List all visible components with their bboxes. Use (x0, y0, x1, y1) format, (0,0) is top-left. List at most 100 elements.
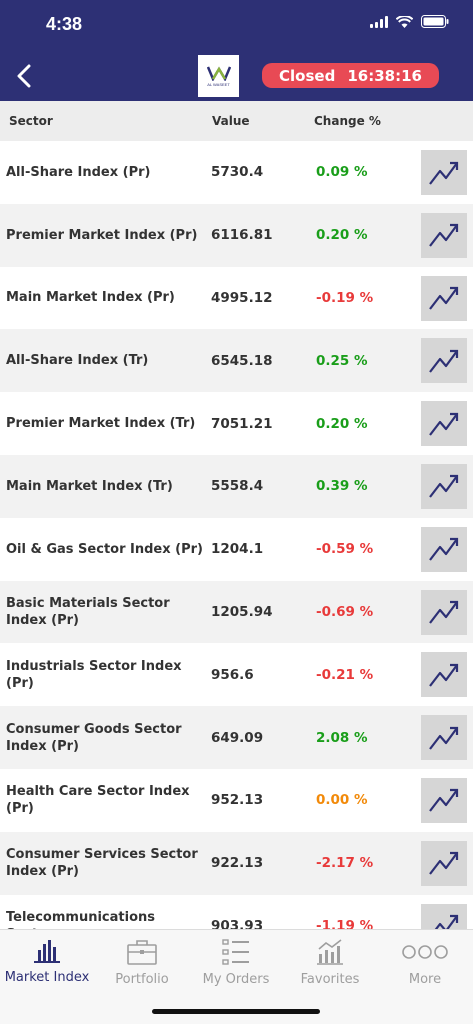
chart-favorites-icon (317, 939, 343, 965)
signal-icon (370, 15, 388, 28)
sector-name: Telecommunications Sector (6, 909, 155, 929)
sector-name: Oil & Gas Sector Index (Pr) (6, 541, 203, 557)
index-value: 5730.4 (211, 164, 264, 181)
sector-name: All-Share Index (Tr) (6, 353, 149, 369)
table-row[interactable]: Consumer Services Sector Index (Pr) 922.1… (0, 831, 473, 895)
change-percent: 0.20 % (316, 227, 368, 244)
app-logo: AL WASEET (198, 55, 239, 97)
index-value: 903.93 (211, 917, 264, 929)
table-row[interactable]: Main Market Index (Tr) 5558.4 0.39 % (0, 454, 473, 518)
index-value: 6545.18 (211, 352, 273, 369)
bar-chart-icon (34, 940, 60, 963)
more-dots-icon (402, 945, 448, 959)
tab-my-orders[interactable]: My Orders (189, 938, 283, 987)
index-value: 956.6 (211, 666, 254, 683)
market-status-badge: Closed 16:38:16 (262, 63, 439, 88)
column-header-sector: Sector (9, 114, 53, 128)
index-value: 1205.94 (211, 603, 273, 620)
index-list[interactable]: All-Share Index (Pr) 5730.4 0.09 % Premier … (0, 141, 473, 929)
sector-name: Premier Market Index (Pr) (6, 227, 198, 243)
sector-name: Industrials Sector Index (Pr) (6, 658, 182, 691)
back-button[interactable] (10, 60, 38, 92)
chart-button[interactable] (421, 903, 467, 929)
tab-label: More (408, 972, 442, 987)
change-percent: 0.25 % (316, 352, 368, 369)
status-bar-icons (370, 15, 449, 28)
chart-button[interactable] (421, 338, 467, 384)
sector-name: Consumer Services Sector Index (Pr) (6, 847, 198, 880)
chart-button[interactable] (421, 401, 467, 447)
battery-icon (421, 15, 449, 28)
change-percent: -0.69 % (316, 603, 374, 620)
table-row[interactable]: Consumer Goods Sector Index (Pr) 649.09 2.… (0, 706, 473, 769)
table-row[interactable]: Premier Market Index (Tr) 7051.21 0.20 % (0, 392, 473, 455)
table-row[interactable]: Telecommunications Sector 903.93 -1.19 % (0, 894, 473, 929)
trend-up-icon (429, 663, 459, 687)
change-percent: -0.59 % (316, 541, 374, 558)
index-value: 7051.21 (211, 415, 273, 432)
column-header-value: Value (212, 114, 250, 128)
tab-label: My Orders (202, 972, 270, 987)
trend-up-icon (429, 412, 459, 436)
change-percent: -1.19 % (316, 917, 374, 929)
chart-button[interactable] (421, 150, 467, 195)
change-percent: 0.20 % (316, 415, 368, 432)
chart-button[interactable] (421, 275, 467, 321)
change-percent: -2.17 % (316, 855, 374, 872)
tab-label: Favorites (300, 972, 360, 987)
change-percent: -0.21 % (316, 666, 374, 683)
change-percent: 0.09 % (316, 164, 368, 181)
index-value: 5558.4 (211, 478, 264, 495)
tab-bar: Market Index Portfolio My Orders Favorit… (0, 929, 473, 1024)
table-row[interactable]: Basic Materials Sector Index (Pr) 1205.94… (0, 580, 473, 644)
table-row[interactable]: All-Share Index (Tr) 6545.18 0.25 % (0, 329, 473, 393)
sector-name: Health Care Sector Index (Pr) (6, 784, 190, 817)
chart-button[interactable] (421, 463, 467, 509)
home-indicator (152, 1009, 320, 1014)
chart-button[interactable] (421, 526, 467, 572)
tab-more[interactable]: More (378, 938, 472, 987)
chart-button[interactable] (421, 589, 467, 635)
wifi-icon (396, 15, 413, 28)
sector-name: Main Market Index (Pr) (6, 290, 175, 306)
briefcase-icon (127, 940, 157, 965)
sector-name: Consumer Goods Sector Index (Pr) (6, 721, 182, 754)
table-row[interactable]: Premier Market Index (Pr) 6116.81 0.20 % (0, 203, 473, 267)
chart-button[interactable] (421, 715, 467, 761)
chart-button[interactable] (421, 212, 467, 258)
chart-button[interactable] (421, 652, 467, 698)
tab-label: Market Index (4, 970, 90, 985)
tab-portfolio[interactable]: Portfolio (95, 938, 189, 987)
sector-name: Premier Market Index (Tr) (6, 416, 196, 432)
logo-mark-icon (206, 66, 231, 81)
tab-label: Portfolio (115, 972, 169, 987)
table-row[interactable]: Industrials Sector Index (Pr) 956.6 -0.21 … (0, 643, 473, 707)
index-value: 649.09 (211, 729, 264, 746)
tab-favorites[interactable]: Favorites (283, 938, 377, 987)
sector-name: Basic Materials Sector Index (Pr) (6, 595, 170, 628)
trend-up-icon (429, 600, 459, 624)
trend-up-icon (429, 789, 459, 813)
tab-market-index[interactable]: Market Index (0, 938, 94, 985)
trend-up-icon (429, 538, 459, 561)
change-percent: 2.08 % (316, 729, 368, 746)
trend-up-icon (429, 852, 459, 875)
app-header: 4:38 AL WASEET Closed 1 (0, 0, 473, 101)
column-header-change: Change % (314, 114, 381, 128)
list-icon (222, 939, 249, 965)
trend-up-icon (429, 475, 459, 499)
table-row[interactable]: Oil & Gas Sector Index (Pr) 1204.1 -0.59 % (0, 517, 473, 581)
table-row[interactable]: Health Care Sector Index (Pr) 952.13 0.00 … (0, 768, 473, 832)
trend-up-icon (429, 224, 459, 247)
trend-up-icon (429, 161, 459, 185)
trend-up-icon (429, 286, 459, 310)
table-header: Sector Value Change % (0, 101, 473, 141)
table-row[interactable]: All-Share Index (Pr) 5730.4 0.09 % (0, 141, 473, 204)
chart-button[interactable] (421, 840, 467, 886)
status-bar-time: 4:38 (46, 14, 83, 34)
market-status-time: 16:38:16 (347, 66, 422, 85)
trend-up-icon (429, 349, 459, 373)
chart-button[interactable] (421, 777, 467, 823)
table-row[interactable]: Main Market Index (Pr) 4995.12 -0.19 % (0, 266, 473, 330)
trend-up-icon (429, 726, 459, 750)
